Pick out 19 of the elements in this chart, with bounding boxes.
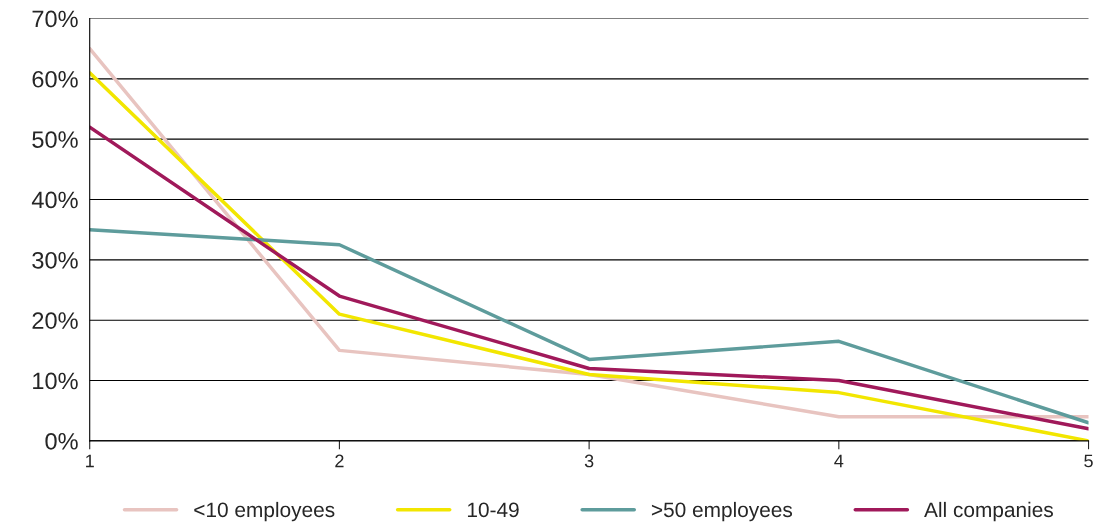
x-tick-label: 2	[335, 454, 344, 468]
y-tick-label: 40%	[31, 191, 78, 209]
y-tick-label: 30%	[32, 251, 78, 269]
y-tick-label: 10%	[33, 372, 78, 390]
x-tick-label: 4	[834, 454, 844, 468]
y-tick-label: 50%	[32, 131, 78, 148]
legend-label: <10 employees	[194, 501, 335, 522]
x-tick-label: 3	[584, 454, 594, 468]
legend-label: All companies	[924, 501, 1053, 522]
line-series	[89, 125, 1089, 431]
x-tick-label: 5	[1084, 454, 1093, 468]
x-tick-label: 1	[86, 454, 94, 468]
legend-label: >50 employees	[651, 501, 793, 522]
y-tick-label: 0%	[45, 432, 78, 450]
line-series	[89, 227, 1089, 425]
y-tick-label: 20%	[32, 312, 78, 329]
y-tick-label: 70%	[32, 10, 78, 28]
y-tick-label: 60%	[32, 70, 78, 88]
legend-label: 10-49	[467, 502, 519, 518]
